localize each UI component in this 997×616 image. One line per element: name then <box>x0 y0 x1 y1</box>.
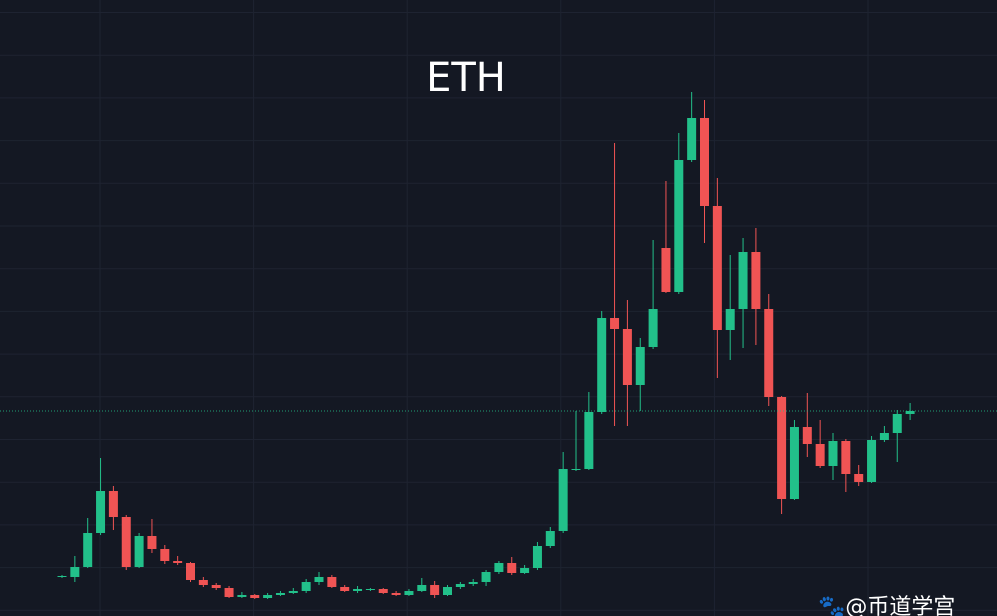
candle-body <box>738 252 748 309</box>
candle-body <box>121 517 131 567</box>
candle-body <box>275 593 285 595</box>
candle-body <box>571 469 581 470</box>
candle-body <box>70 567 80 577</box>
candle-body <box>905 411 915 414</box>
candle-body <box>378 589 388 593</box>
candle-body <box>661 248 671 292</box>
candle-body <box>481 572 491 582</box>
candle-body <box>365 589 375 590</box>
candle-body <box>751 252 761 309</box>
candle-body <box>96 491 106 533</box>
candle-body <box>789 427 799 499</box>
candle-body <box>764 309 774 397</box>
candle-body <box>186 563 195 580</box>
chart-title: ETH <box>426 55 506 101</box>
candle-body <box>545 531 555 546</box>
candle-body <box>532 546 542 568</box>
candle-body <box>610 318 620 329</box>
candle-body <box>301 582 311 591</box>
candle-body <box>892 414 902 433</box>
candle-body <box>224 588 234 597</box>
candle-body <box>468 582 478 584</box>
candle-body <box>828 441 838 466</box>
candle-body <box>687 118 697 160</box>
candle-body <box>211 585 221 588</box>
candle-body <box>404 591 414 595</box>
candle-body <box>507 563 517 573</box>
candle-body <box>648 309 658 347</box>
candle-body <box>455 584 465 587</box>
candle-body <box>494 563 504 572</box>
candle-body <box>134 536 144 567</box>
candle-body <box>263 595 273 598</box>
candle-body <box>108 491 118 517</box>
candles <box>0 92 997 599</box>
candle-body <box>391 593 401 595</box>
candle-body <box>237 595 247 597</box>
candle-body <box>635 347 645 385</box>
candle-body <box>854 474 864 482</box>
candle-body <box>584 412 594 469</box>
candle-body <box>314 577 324 582</box>
candle-body <box>622 329 632 385</box>
candle-body <box>558 469 568 531</box>
candle-body <box>700 118 709 206</box>
candle-body <box>327 577 337 587</box>
candle-body <box>879 433 889 440</box>
candle-body <box>674 160 684 292</box>
candle-body <box>725 309 735 330</box>
candle-body <box>712 206 722 330</box>
candle-body <box>173 561 183 563</box>
watermark: 🐾@币道学宫 <box>818 595 955 616</box>
candle-body <box>841 441 851 474</box>
candle-body <box>340 587 350 591</box>
candle-body <box>443 587 452 595</box>
candle-body <box>288 591 298 593</box>
candle-body <box>353 589 363 591</box>
candle-body <box>802 427 812 444</box>
candle-body <box>815 444 825 466</box>
candle-body <box>777 397 787 499</box>
candle-body <box>160 549 170 561</box>
candle-body <box>57 576 67 577</box>
candle-body <box>83 533 93 567</box>
candle-body <box>417 585 427 591</box>
candle-body <box>198 580 208 585</box>
candle-body <box>867 440 877 482</box>
candle-body <box>250 595 260 598</box>
candle-body <box>520 568 530 573</box>
candle-body <box>147 536 157 549</box>
candle-body <box>430 585 440 595</box>
candle-body <box>597 318 607 412</box>
